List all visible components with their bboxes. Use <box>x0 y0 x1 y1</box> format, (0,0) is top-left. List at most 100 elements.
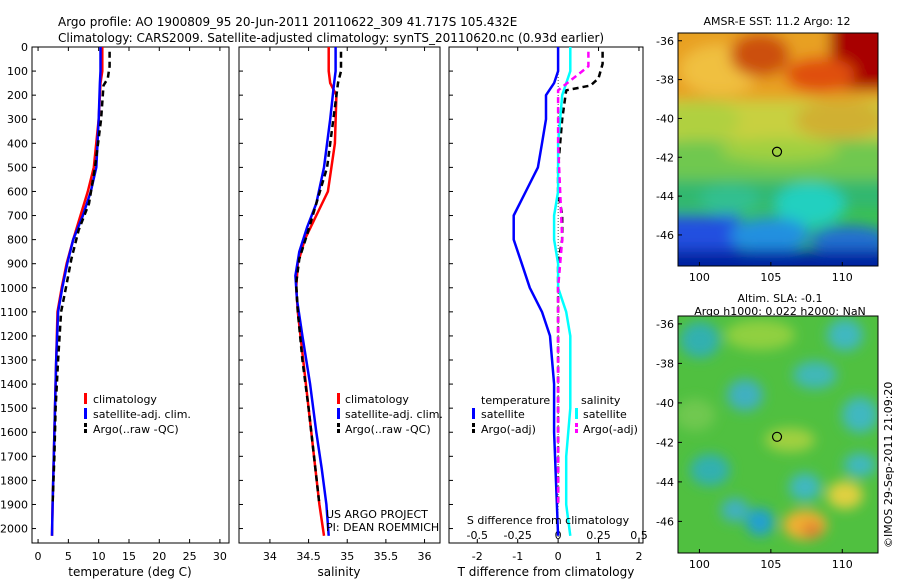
legend-swatch-argo-b <box>337 429 340 433</box>
x-tick-label: 35 <box>340 550 354 563</box>
series-line-temperature-argo-adj- <box>556 51 604 505</box>
legend-swatch-temp-argo-a <box>472 423 475 427</box>
depth-tick-label: 100 <box>7 65 28 78</box>
salinity-plot: 34 34.5 35 35.5 36 <box>263 47 432 563</box>
x-tick-label: -2 <box>472 550 483 563</box>
x-tick-label: 1 <box>595 550 602 563</box>
figure-title-line2: Climatology: CARS2009. Satellite-adjuste… <box>58 31 604 45</box>
x-top-tick-label: -0.25 <box>503 529 531 542</box>
difference-panel-frame <box>448 46 644 544</box>
map-x-tick-label: 110 <box>832 558 853 571</box>
map-y-tick-label: -44 <box>656 190 674 203</box>
map-y-tick-label: -40 <box>656 112 674 125</box>
x-tick-label: 34 <box>263 550 277 563</box>
legend-swatch-temp-satellite <box>472 408 475 419</box>
depth-tick-label: 1700 <box>0 450 28 463</box>
map-y-tick-label: -42 <box>656 151 674 164</box>
sst-map-axes: 100 105 110 -36 -38 -40 -42 -44 -46 <box>656 35 853 284</box>
legend-label-temp-argo: Argo(-adj) <box>481 423 536 436</box>
map-y-tick-label: -42 <box>656 436 674 449</box>
copyright-label: ©IMOS 29-Sep-2011 21:09:20 <box>882 382 895 548</box>
depth-tick-label: 1600 <box>0 426 28 439</box>
x-tick-label: -1 <box>512 550 523 563</box>
series-line-argo-raw-qc- <box>294 51 343 505</box>
project-label: US ARGO PROJECT <box>326 508 428 521</box>
x-tick-label: 0 <box>555 550 562 563</box>
x-tick-label: 34.5 <box>296 550 321 563</box>
depth-tick-label: 1000 <box>0 282 28 295</box>
figure-title-line1: Argo profile: AO 1900809_95 20-Jun-2011 … <box>58 15 517 29</box>
legend-swatch-climatology <box>84 393 87 404</box>
x-tick-label: 30 <box>213 550 227 563</box>
depth-tick-label: 900 <box>7 258 28 271</box>
difference-legend: temperature salinity satellite Argo(-adj… <box>472 394 638 436</box>
sst-map-image <box>678 33 878 266</box>
x-tick-label: 10 <box>92 550 106 563</box>
sla-map-axes: 100 105 110 -36 -38 -40 -42 -44 -46 <box>656 318 853 571</box>
difference-axis-label: T difference from climatology <box>457 565 635 579</box>
x-top-tick-label: 0.5 <box>630 529 648 542</box>
depth-axis: 0 100 200 300 400 500 600 700 800 900 1000 1100 1200… <box>0 41 453 536</box>
temperature-plot: 0 5 10 15 20 25 30 <box>35 47 227 563</box>
series-line-argo-raw-qc- <box>51 51 111 505</box>
legend-label-argo: Argo(..raw -QC) <box>345 423 431 436</box>
argo-location-marker <box>771 146 783 157</box>
map-y-tick-label: -44 <box>656 476 674 489</box>
legend-label-temp-satellite: satellite <box>481 408 525 421</box>
map-x-tick-label: 100 <box>689 271 710 284</box>
x-top-tick-label: -0.5 <box>467 529 488 542</box>
depth-tick-label: 200 <box>7 89 28 102</box>
argo-location-marker <box>771 431 783 442</box>
pi-label: PI: DEAN ROEMMICH <box>326 521 439 534</box>
difference-top-axis-label: S difference from climatology <box>467 514 630 527</box>
series-line-salinity-satellite <box>552 47 572 536</box>
legend-label-argo: Argo(..raw -QC) <box>93 423 179 436</box>
map-y-tick-label: -46 <box>656 515 674 528</box>
depth-tick-label: 800 <box>7 234 28 247</box>
depth-tick-label: 1500 <box>0 402 28 415</box>
map-y-tick-label: -46 <box>656 229 674 242</box>
sla-map-image <box>678 316 878 553</box>
x-top-tick-label: 0.25 <box>586 529 611 542</box>
depth-tick-label: 600 <box>7 185 28 198</box>
legend-temperature-title: temperature <box>481 394 550 407</box>
legend-swatch-sal-satellite <box>575 408 578 419</box>
legend-swatch-sal-argo-b <box>575 429 578 433</box>
depth-tick-label: 0 <box>21 41 28 54</box>
legend-swatch-sal-argo-a <box>575 423 578 427</box>
x-tick-label: 2 <box>635 550 642 563</box>
depth-tick-label: 1400 <box>0 378 28 391</box>
sst-map-frame <box>677 32 879 267</box>
map-y-tick-label: -36 <box>656 318 674 331</box>
legend-salinity-title: salinity <box>581 394 621 407</box>
x-tick-label: 0 <box>35 550 42 563</box>
sla-map-title-line2: Argo h1000: 0.022 h2000: NaN <box>694 305 866 318</box>
legend-swatch-satellite <box>84 408 87 419</box>
salinity-panel-frame <box>238 46 441 544</box>
x-tick-label: 25 <box>183 550 197 563</box>
x-tick-label: 20 <box>152 550 166 563</box>
legend-swatch-climatology <box>337 393 340 404</box>
series-line-satellite-adj-clim- <box>50 47 102 536</box>
series-line-temperature-satellite <box>512 47 560 536</box>
legend-label-satellite: satellite-adj. clim. <box>93 408 191 421</box>
depth-tick-label: 1800 <box>0 474 28 487</box>
legend-swatch-satellite <box>337 408 340 419</box>
map-y-tick-label: -40 <box>656 397 674 410</box>
depth-tick-label: 1100 <box>0 306 28 319</box>
legend-swatch-argo-a <box>84 423 87 427</box>
temperature-panel-frame <box>31 46 230 544</box>
depth-tick-label: 700 <box>7 210 28 223</box>
legend-label-sal-satellite: satellite <box>583 408 627 421</box>
series-line-salinity-argo-adj- <box>556 51 590 505</box>
map-y-tick-label: -36 <box>656 35 674 48</box>
sst-map-title: AMSR-E SST: 11.2 Argo: 12 <box>703 15 850 28</box>
depth-tick-label: 300 <box>7 113 28 126</box>
legend-swatch-argo-a <box>337 423 340 427</box>
sla-map-frame <box>677 315 879 554</box>
map-x-tick-label: 100 <box>689 558 710 571</box>
salinity-axis-label: salinity <box>317 565 360 579</box>
map-y-tick-label: -38 <box>656 357 674 370</box>
depth-tick-label: 1300 <box>0 354 28 367</box>
